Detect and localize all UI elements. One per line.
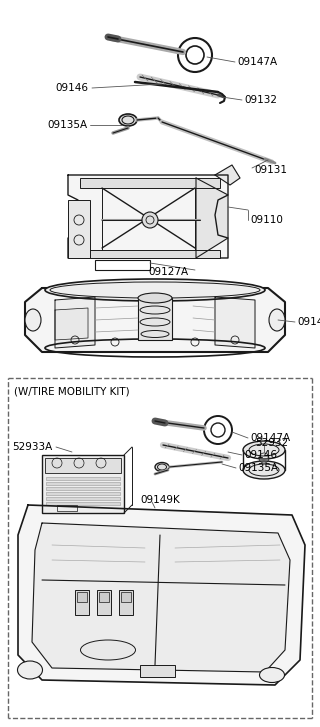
Polygon shape [32,523,290,672]
Ellipse shape [243,441,285,459]
Bar [80,250,220,258]
Bar [46,502,120,505]
Text: 09127A: 09127A [148,267,188,277]
Ellipse shape [81,640,135,660]
Ellipse shape [45,279,265,301]
Bar [77,592,87,602]
Text: (W/TIRE MOBILITY KIT): (W/TIRE MOBILITY KIT) [14,387,130,397]
Ellipse shape [138,293,172,303]
Text: 09146: 09146 [244,450,277,460]
Bar [46,482,120,485]
Text: 09135A: 09135A [238,463,278,473]
Text: 09131: 09131 [254,165,287,175]
Bar [46,497,120,500]
Text: 09149K: 09149K [140,495,180,505]
Bar [121,592,131,602]
Bar [68,200,90,258]
Ellipse shape [18,661,43,679]
Polygon shape [18,505,305,685]
Bar [46,477,120,480]
Polygon shape [196,178,228,258]
Circle shape [142,212,158,228]
Polygon shape [215,165,240,185]
Bar [57,505,77,511]
Polygon shape [55,308,88,340]
Ellipse shape [260,667,284,683]
Text: 52932: 52932 [255,438,288,448]
Bar [95,260,150,270]
Ellipse shape [155,462,169,472]
Text: 09147A: 09147A [250,433,290,443]
Polygon shape [55,297,95,348]
Bar [99,592,109,602]
Bar [45,458,121,473]
Text: 09149C: 09149C [297,317,320,327]
Text: 52933A: 52933A [12,442,52,452]
Text: 09146: 09146 [55,83,88,93]
Text: 09110: 09110 [250,215,283,225]
Ellipse shape [119,114,137,126]
Bar [75,590,89,615]
Text: 09132: 09132 [244,95,277,105]
Text: 09147A: 09147A [237,57,277,67]
Polygon shape [215,297,255,348]
Bar [119,590,133,615]
Bar [97,590,111,615]
Polygon shape [68,175,228,258]
Ellipse shape [269,309,285,331]
Ellipse shape [25,309,41,331]
Ellipse shape [243,461,285,479]
Bar [138,298,172,340]
Bar [46,492,120,495]
Bar [46,487,120,490]
Bar [140,665,175,677]
Text: 09135A: 09135A [47,120,87,130]
Bar [42,455,124,513]
Bar [80,178,220,188]
Polygon shape [25,288,285,352]
